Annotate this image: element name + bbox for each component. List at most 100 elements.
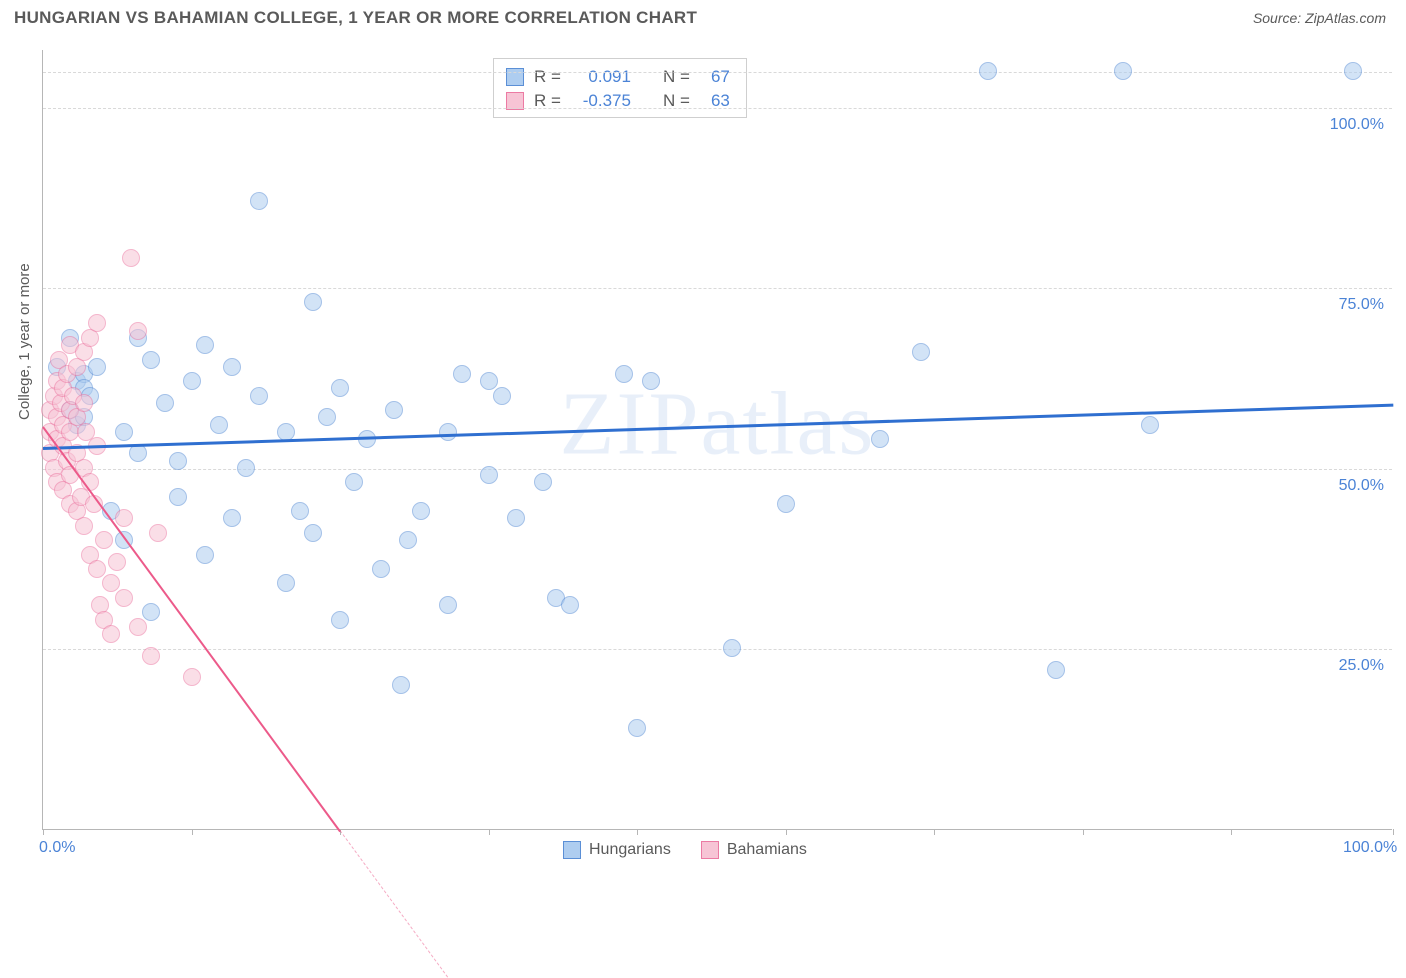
data-point: [196, 546, 214, 564]
data-point: [1344, 62, 1362, 80]
gridline: [43, 649, 1392, 650]
gridline: [43, 288, 1392, 289]
stats-legend-box: R = 0.091 N = 67 R = -0.375 N = 63: [493, 58, 747, 118]
x-tick: [489, 829, 490, 835]
data-point: [480, 466, 498, 484]
x-tick: [1083, 829, 1084, 835]
data-point: [331, 611, 349, 629]
data-point: [453, 365, 471, 383]
data-point: [871, 430, 889, 448]
data-point: [642, 372, 660, 390]
data-point: [115, 509, 133, 527]
chart-title: HUNGARIAN VS BAHAMIAN COLLEGE, 1 YEAR OR…: [14, 8, 697, 28]
data-point: [1114, 62, 1132, 80]
data-point: [372, 560, 390, 578]
data-point: [277, 574, 295, 592]
data-point: [534, 473, 552, 491]
data-point: [291, 502, 309, 520]
data-point: [331, 379, 349, 397]
data-point: [142, 351, 160, 369]
data-point: [412, 502, 430, 520]
stats-n-bahamians: 63: [700, 89, 730, 113]
data-point: [1141, 416, 1159, 434]
data-point: [439, 596, 457, 614]
y-axis-label: College, 1 year or more: [16, 263, 33, 420]
y-tick-label: 25.0%: [1339, 657, 1384, 675]
legend-item-bahamians: Bahamians: [701, 841, 807, 859]
data-point: [345, 473, 363, 491]
x-tick: [934, 829, 935, 835]
data-point: [318, 408, 336, 426]
data-point: [1047, 661, 1065, 679]
trend-line-extrapolation: [340, 830, 449, 978]
data-point: [122, 249, 140, 267]
data-point: [304, 293, 322, 311]
gridline: [43, 72, 1392, 73]
x-tick: [192, 829, 193, 835]
data-point: [115, 423, 133, 441]
data-point: [385, 401, 403, 419]
legend-label-bahamians: Bahamians: [727, 841, 807, 859]
data-point: [615, 365, 633, 383]
x-tick: [637, 829, 638, 835]
data-point: [210, 416, 228, 434]
x-tick: [786, 829, 787, 835]
x-tick: [1231, 829, 1232, 835]
data-point: [108, 553, 126, 571]
data-point: [480, 372, 498, 390]
data-point: [142, 647, 160, 665]
data-point: [561, 596, 579, 614]
data-point: [628, 719, 646, 737]
stats-r-label: R =: [534, 89, 561, 113]
data-point: [115, 589, 133, 607]
data-point: [723, 639, 741, 657]
data-point: [169, 452, 187, 470]
data-point: [250, 387, 268, 405]
stats-r-label: R =: [534, 65, 561, 89]
data-point: [183, 668, 201, 686]
trend-line: [42, 426, 341, 832]
x-tick: [1393, 829, 1394, 835]
data-point: [88, 560, 106, 578]
data-point: [912, 343, 930, 361]
data-point: [223, 358, 241, 376]
stats-r-bahamians: -0.375: [571, 89, 631, 113]
x-tick-label: 0.0%: [39, 839, 75, 857]
data-point: [149, 524, 167, 542]
data-point: [75, 394, 93, 412]
data-point: [196, 336, 214, 354]
bottom-legend: Hungarians Bahamians: [563, 841, 807, 859]
data-point: [439, 423, 457, 441]
data-point: [223, 509, 241, 527]
data-point: [129, 322, 147, 340]
stats-row-bahamians: R = -0.375 N = 63: [506, 89, 730, 113]
swatch-bahamians: [701, 841, 719, 859]
data-point: [75, 517, 93, 535]
data-point: [392, 676, 410, 694]
scatter-chart: ZIPatlas R = 0.091 N = 67 R = -0.375 N =…: [42, 50, 1392, 830]
data-point: [129, 618, 147, 636]
data-point: [102, 625, 120, 643]
stats-r-hungarians: 0.091: [571, 65, 631, 89]
x-tick: [43, 829, 44, 835]
data-point: [183, 372, 201, 390]
data-point: [399, 531, 417, 549]
legend-label-hungarians: Hungarians: [589, 841, 671, 859]
legend-item-hungarians: Hungarians: [563, 841, 671, 859]
data-point: [102, 574, 120, 592]
data-point: [304, 524, 322, 542]
data-point: [95, 531, 113, 549]
stats-n-label: N =: [663, 89, 690, 113]
y-tick-label: 75.0%: [1339, 296, 1384, 314]
x-tick-label: 100.0%: [1343, 839, 1397, 857]
stats-row-hungarians: R = 0.091 N = 67: [506, 65, 730, 89]
stats-n-hungarians: 67: [700, 65, 730, 89]
data-point: [979, 62, 997, 80]
data-point: [88, 358, 106, 376]
y-tick-label: 50.0%: [1339, 477, 1384, 495]
trend-line: [43, 404, 1393, 450]
source-label: Source: ZipAtlas.com: [1253, 10, 1386, 26]
swatch-hungarians: [563, 841, 581, 859]
data-point: [169, 488, 187, 506]
gridline: [43, 108, 1392, 109]
